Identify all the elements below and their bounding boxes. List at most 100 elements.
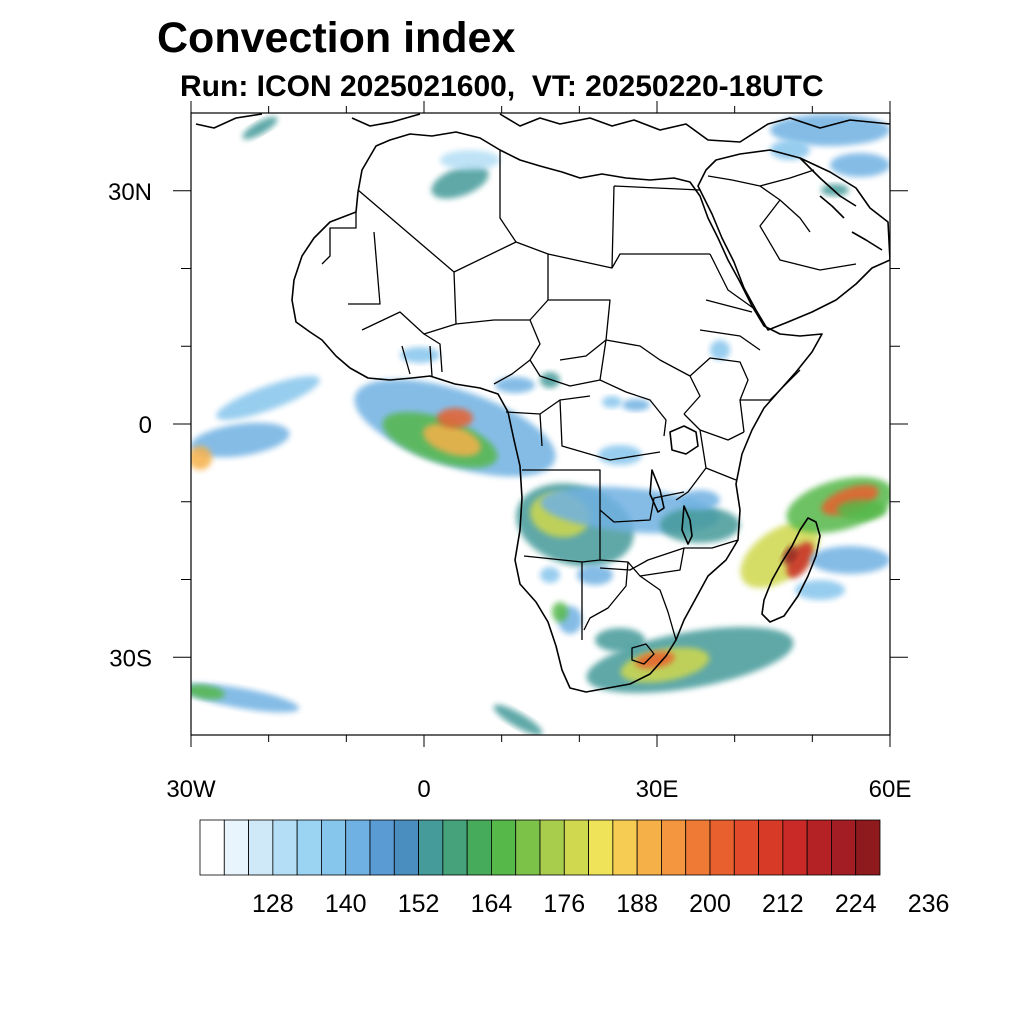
convection-cell — [821, 484, 879, 516]
colorbar-label: 224 — [835, 890, 877, 918]
convection-cell — [242, 116, 278, 140]
convection-cell — [191, 422, 290, 458]
madagascar-coastline — [761, 517, 821, 623]
convection-cell — [495, 377, 535, 393]
x-tick-label: 60E — [869, 776, 912, 803]
y-tick-label: 30S — [109, 645, 152, 672]
convection-cell — [837, 500, 887, 520]
border-east-africa — [675, 253, 801, 501]
colorbar-swatch — [782, 819, 808, 876]
colorbar-swatch — [685, 819, 711, 876]
colorbar-swatch — [515, 819, 541, 876]
colorbar-swatch — [369, 819, 395, 876]
convection-cell — [191, 446, 212, 470]
convection-cell — [552, 602, 568, 622]
convection-cell — [680, 490, 720, 510]
colorbar-swatch — [539, 819, 565, 876]
colorbar-label: 212 — [762, 890, 804, 918]
colorbar-swatch — [442, 819, 468, 876]
lake-malawi-coastline — [681, 505, 693, 545]
border-west-africa — [321, 189, 549, 385]
africa-coastline — [291, 131, 823, 693]
colorbar-label: 200 — [689, 890, 731, 918]
convection-cell — [602, 396, 622, 408]
convection-cell — [782, 545, 798, 565]
convection-field — [191, 114, 890, 735]
axis-labels: 30W 0 30E 60E 30N 0 30S — [108, 179, 911, 803]
border-central-africa — [505, 339, 749, 461]
europe-coastline — [195, 113, 890, 143]
colorbar-swatch — [223, 819, 249, 876]
convection-cell — [191, 684, 225, 700]
convection-cell — [795, 580, 845, 600]
colorbar-swatch — [661, 819, 687, 876]
convection-cell — [770, 140, 810, 160]
convection-cell — [598, 445, 642, 465]
colorbar-label: 140 — [325, 890, 367, 918]
coastlines — [195, 113, 890, 693]
colorbar-swatch — [758, 819, 784, 876]
convection-cell — [830, 153, 890, 177]
colorbar-swatch — [248, 819, 274, 876]
arabia-coastline — [697, 149, 890, 331]
border-middle-east — [707, 169, 857, 271]
colorbar-swatch — [418, 819, 444, 876]
x-tick-label: 0 — [417, 776, 430, 803]
convection-cell — [622, 399, 650, 411]
colorbar-label: 164 — [471, 890, 513, 918]
colorbar-label: 152 — [398, 890, 440, 918]
colorbar-swatch — [612, 819, 638, 876]
y-tick-label: 0 — [139, 412, 152, 439]
colorbar-swatch — [588, 819, 614, 876]
y-tick-label: 30N — [108, 179, 152, 206]
colorbar-swatch — [831, 819, 857, 876]
colorbar-swatch — [563, 819, 589, 876]
convection-cell — [595, 628, 645, 652]
colorbar-swatch — [393, 819, 419, 876]
colorbar-swatch — [491, 819, 517, 876]
lake-tanganyika-coastline — [649, 469, 665, 513]
colorbar-swatch — [806, 819, 832, 876]
x-tick-label: 30W — [166, 776, 216, 803]
convection-cell — [710, 340, 730, 360]
colorbar-swatch — [636, 819, 662, 876]
colorbar-swatch — [296, 819, 322, 876]
x-tick-label: 30E — [636, 776, 679, 803]
colorbar-swatch — [272, 819, 298, 876]
convection-cell — [786, 541, 814, 579]
convection-cell — [635, 651, 675, 669]
convection-cell — [423, 423, 481, 457]
chart-title: Convection index — [157, 14, 516, 62]
convection-cell — [431, 165, 489, 199]
colorbar: 128 140 152 164 176 188 200 212 224 236 — [199, 819, 950, 918]
border-southern-africa — [522, 469, 739, 641]
chart-subtitle: Run: ICON 2025021600, VT: 20250220-18UTC — [180, 70, 824, 103]
axis-ticks — [173, 101, 908, 747]
border-north-africa — [499, 150, 710, 361]
lake-victoria-coastline — [669, 425, 699, 455]
colorbar-swatch — [855, 819, 881, 876]
colorbar-swatch — [709, 819, 735, 876]
convection-cell — [660, 507, 740, 543]
convection-cell — [540, 567, 560, 583]
convection-cell — [191, 683, 300, 713]
colorbar-swatch — [199, 819, 225, 876]
country-borders — [321, 150, 857, 665]
convection-cell — [216, 376, 320, 420]
colorbar-swatch — [321, 819, 347, 876]
convection-cell — [810, 546, 890, 574]
colorbar-label: 128 — [252, 890, 294, 918]
convection-cell — [440, 150, 500, 170]
colorbar-label: 176 — [543, 890, 585, 918]
colorbar-label: 188 — [616, 890, 658, 918]
convection-cell — [821, 184, 849, 196]
colorbar-label: 236 — [908, 890, 950, 918]
colorbar-swatch — [733, 819, 759, 876]
colorbar-swatch — [466, 819, 492, 876]
convection-cell — [493, 704, 543, 735]
caspian-persian-gulf-coastline — [799, 157, 883, 251]
colorbar-swatch — [345, 819, 371, 876]
convection-cell — [437, 408, 473, 428]
convection-cell — [577, 565, 613, 585]
